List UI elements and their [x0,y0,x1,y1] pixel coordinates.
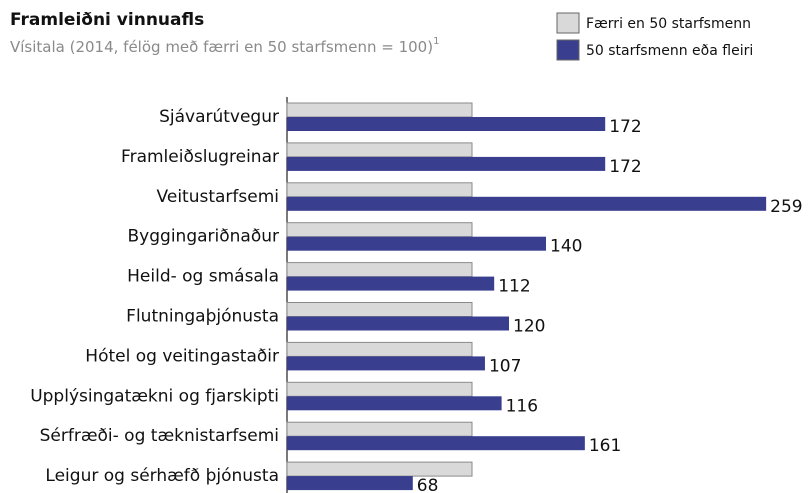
bar [286,381,473,397]
value-label: 140 [550,237,582,257]
bar [287,476,413,491]
y-tick-label: Heild- og smásala [127,267,279,287]
bar [286,341,473,357]
chart-title: Framleiðni vinnuafls [10,10,204,30]
bar [287,117,606,131]
value-label: 259 [770,197,802,217]
bar [287,276,495,291]
legend-swatch [556,12,580,34]
legend-swatch [556,39,580,61]
bar [286,262,473,278]
bar [286,421,473,437]
value-label: 161 [589,436,621,456]
bar [287,436,585,451]
value-label: 112 [498,277,530,297]
value-label: 172 [609,157,641,177]
y-tick-label: Hótel og veitingastaðir [85,346,279,366]
subtitle-text: Vísitala (2014, félög með færri en 50 st… [10,38,433,56]
bar [286,102,473,118]
bar [286,302,473,317]
y-tick-label: Sjávarútvegur [159,107,279,127]
y-tick-label: Byggingariðnaður [128,227,279,247]
bar [287,356,485,371]
bar [286,461,473,477]
value-label: 107 [489,356,521,376]
subtitle-footnote: 1 [433,36,439,47]
bar [287,196,767,211]
y-tick-label: Leigur og sérhæfð þjónusta [45,466,279,486]
y-tick-label: Upplýsingatækni og fjarskipti [30,386,279,406]
value-label: 172 [609,117,641,137]
bar [287,236,546,251]
y-tick-label: Veitustarfsemi [157,187,279,207]
legend-label: 50 starfsmenn eða fleiri [586,43,753,59]
value-label: 120 [513,317,545,337]
chart-subtitle: Vísitala (2014, félög með færri en 50 st… [10,36,439,56]
value-label: 68 [417,476,439,493]
bar [287,316,509,331]
bar [286,222,473,238]
bar [287,156,606,171]
legend-label: Færri en 50 starfsmenn [586,16,751,32]
y-tick-label: Framleiðslugreinar [121,147,279,167]
y-tick-label: Flutningaþjónusta [126,307,279,327]
value-label: 116 [506,396,538,416]
bar [286,142,473,158]
y-tick-label: Sérfræði- og tæknistarfsemi [40,426,279,446]
bar [286,182,473,198]
bar [287,396,502,411]
